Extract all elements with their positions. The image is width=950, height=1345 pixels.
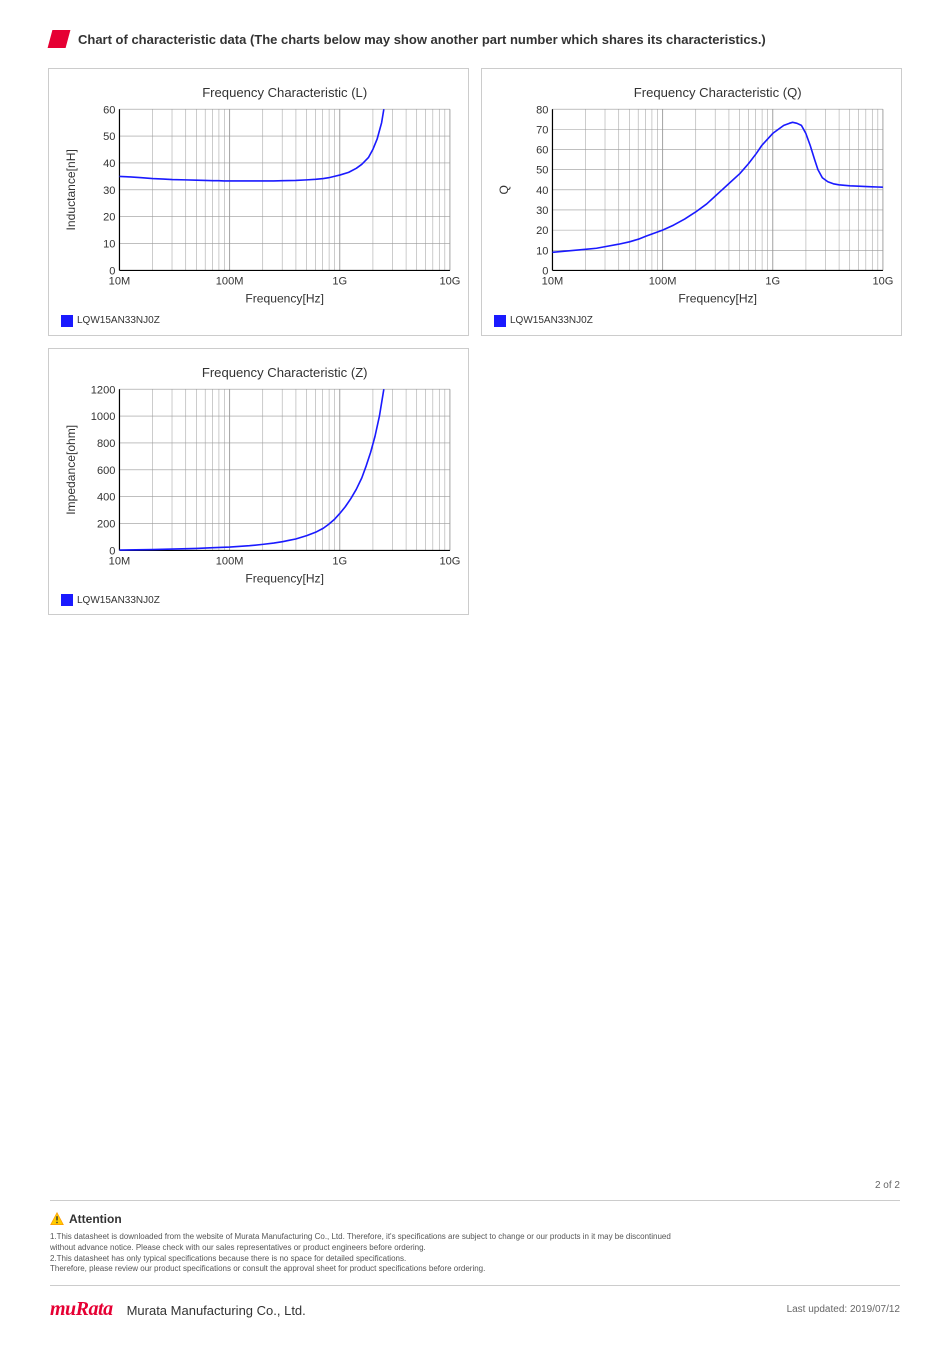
ytick-label: 200	[97, 518, 115, 530]
section-marker-icon	[48, 30, 71, 48]
chart-0: Frequency Characteristic (L)010203040506…	[48, 68, 469, 336]
footer: muRata Murata Manufacturing Co., Ltd. La…	[50, 1298, 900, 1321]
ytick-label: 20	[536, 225, 548, 237]
chart-svg: Frequency Characteristic (Q)010203040506…	[490, 79, 893, 311]
ytick-label: 50	[103, 131, 115, 143]
legend-swatch-icon	[494, 315, 506, 327]
chart-1: Frequency Characteristic (Q)010203040506…	[481, 68, 902, 336]
legend-label: LQW15AN33NJ0Z	[77, 595, 160, 606]
xtick-label: 1G	[765, 276, 780, 288]
ytick-label: 30	[103, 185, 115, 197]
section-header: Chart of characteristic data (The charts…	[0, 0, 950, 58]
ytick-label: 1200	[91, 384, 116, 396]
chart-svg: Frequency Characteristic (Z)020040060080…	[57, 359, 460, 591]
legend-label: LQW15AN33NJ0Z	[510, 315, 593, 326]
divider	[50, 1200, 900, 1201]
y-axis-label: Impedance[ohm]	[64, 425, 78, 515]
ytick-label: 60	[103, 104, 115, 116]
ytick-label: 30	[536, 205, 548, 217]
attention-header: Attention	[50, 1212, 122, 1226]
ytick-label: 40	[536, 185, 548, 197]
chart-legend: LQW15AN33NJ0Z	[57, 594, 460, 606]
attention-title: Attention	[69, 1212, 122, 1226]
x-axis-label: Frequency[Hz]	[245, 571, 324, 585]
ytick-label: 600	[97, 465, 115, 477]
attention-line: without advance notice. Please check wit…	[50, 1243, 900, 1254]
ytick-label: 60	[536, 145, 548, 157]
chart-svg: Frequency Characteristic (L)010203040506…	[57, 79, 460, 311]
ytick-label: 400	[97, 491, 115, 503]
xtick-label: 10G	[439, 555, 460, 567]
charts-grid: Frequency Characteristic (L)010203040506…	[0, 58, 950, 625]
ytick-label: 50	[536, 165, 548, 177]
xtick-label: 10M	[109, 276, 131, 288]
chart-legend: LQW15AN33NJ0Z	[490, 315, 893, 327]
ytick-label: 800	[97, 438, 115, 450]
ytick-label: 10	[536, 245, 548, 257]
warning-icon	[50, 1212, 64, 1226]
xtick-label: 100M	[649, 276, 677, 288]
chart-2: Frequency Characteristic (Z)020040060080…	[48, 348, 469, 616]
attention-line: Therefore, please review our product spe…	[50, 1264, 900, 1275]
y-axis-label: Inductance[nH]	[64, 149, 78, 230]
xtick-label: 1G	[332, 555, 347, 567]
chart-title: Frequency Characteristic (Q)	[634, 85, 802, 100]
xtick-label: 10G	[872, 276, 893, 288]
section-title: Chart of characteristic data (The charts…	[78, 32, 766, 47]
page-number: 2 of 2	[875, 1180, 900, 1191]
footer-left: muRata Murata Manufacturing Co., Ltd.	[50, 1298, 306, 1321]
attention-line: 1.This datasheet is downloaded from the …	[50, 1232, 900, 1243]
data-line	[119, 109, 383, 181]
attention-line: 2.This datasheet has only typical specif…	[50, 1254, 900, 1265]
divider	[50, 1285, 900, 1286]
x-axis-label: Frequency[Hz]	[245, 292, 324, 306]
ytick-label: 80	[536, 104, 548, 116]
xtick-label: 10M	[542, 276, 564, 288]
brand-logo: muRata	[50, 1298, 113, 1321]
ytick-label: 20	[103, 212, 115, 224]
legend-swatch-icon	[61, 315, 73, 327]
ytick-label: 70	[536, 124, 548, 136]
xtick-label: 10M	[109, 555, 131, 567]
last-updated: Last updated: 2019/07/12	[787, 1304, 900, 1315]
legend-label: LQW15AN33NJ0Z	[77, 315, 160, 326]
ytick-label: 10	[103, 239, 115, 251]
chart-legend: LQW15AN33NJ0Z	[57, 315, 460, 327]
chart-title: Frequency Characteristic (Z)	[202, 365, 368, 380]
data-line	[552, 122, 882, 252]
attention-body: 1.This datasheet is downloaded from the …	[50, 1232, 900, 1275]
xtick-label: 10G	[439, 276, 460, 288]
ytick-label: 40	[103, 158, 115, 170]
x-axis-label: Frequency[Hz]	[678, 292, 757, 306]
ytick-label: 1000	[91, 411, 116, 423]
company-name: Murata Manufacturing Co., Ltd.	[127, 1303, 306, 1318]
chart-title: Frequency Characteristic (L)	[202, 85, 367, 100]
xtick-label: 100M	[216, 276, 244, 288]
xtick-label: 1G	[332, 276, 347, 288]
y-axis-label: Q	[497, 185, 511, 194]
xtick-label: 100M	[216, 555, 244, 567]
legend-swatch-icon	[61, 594, 73, 606]
